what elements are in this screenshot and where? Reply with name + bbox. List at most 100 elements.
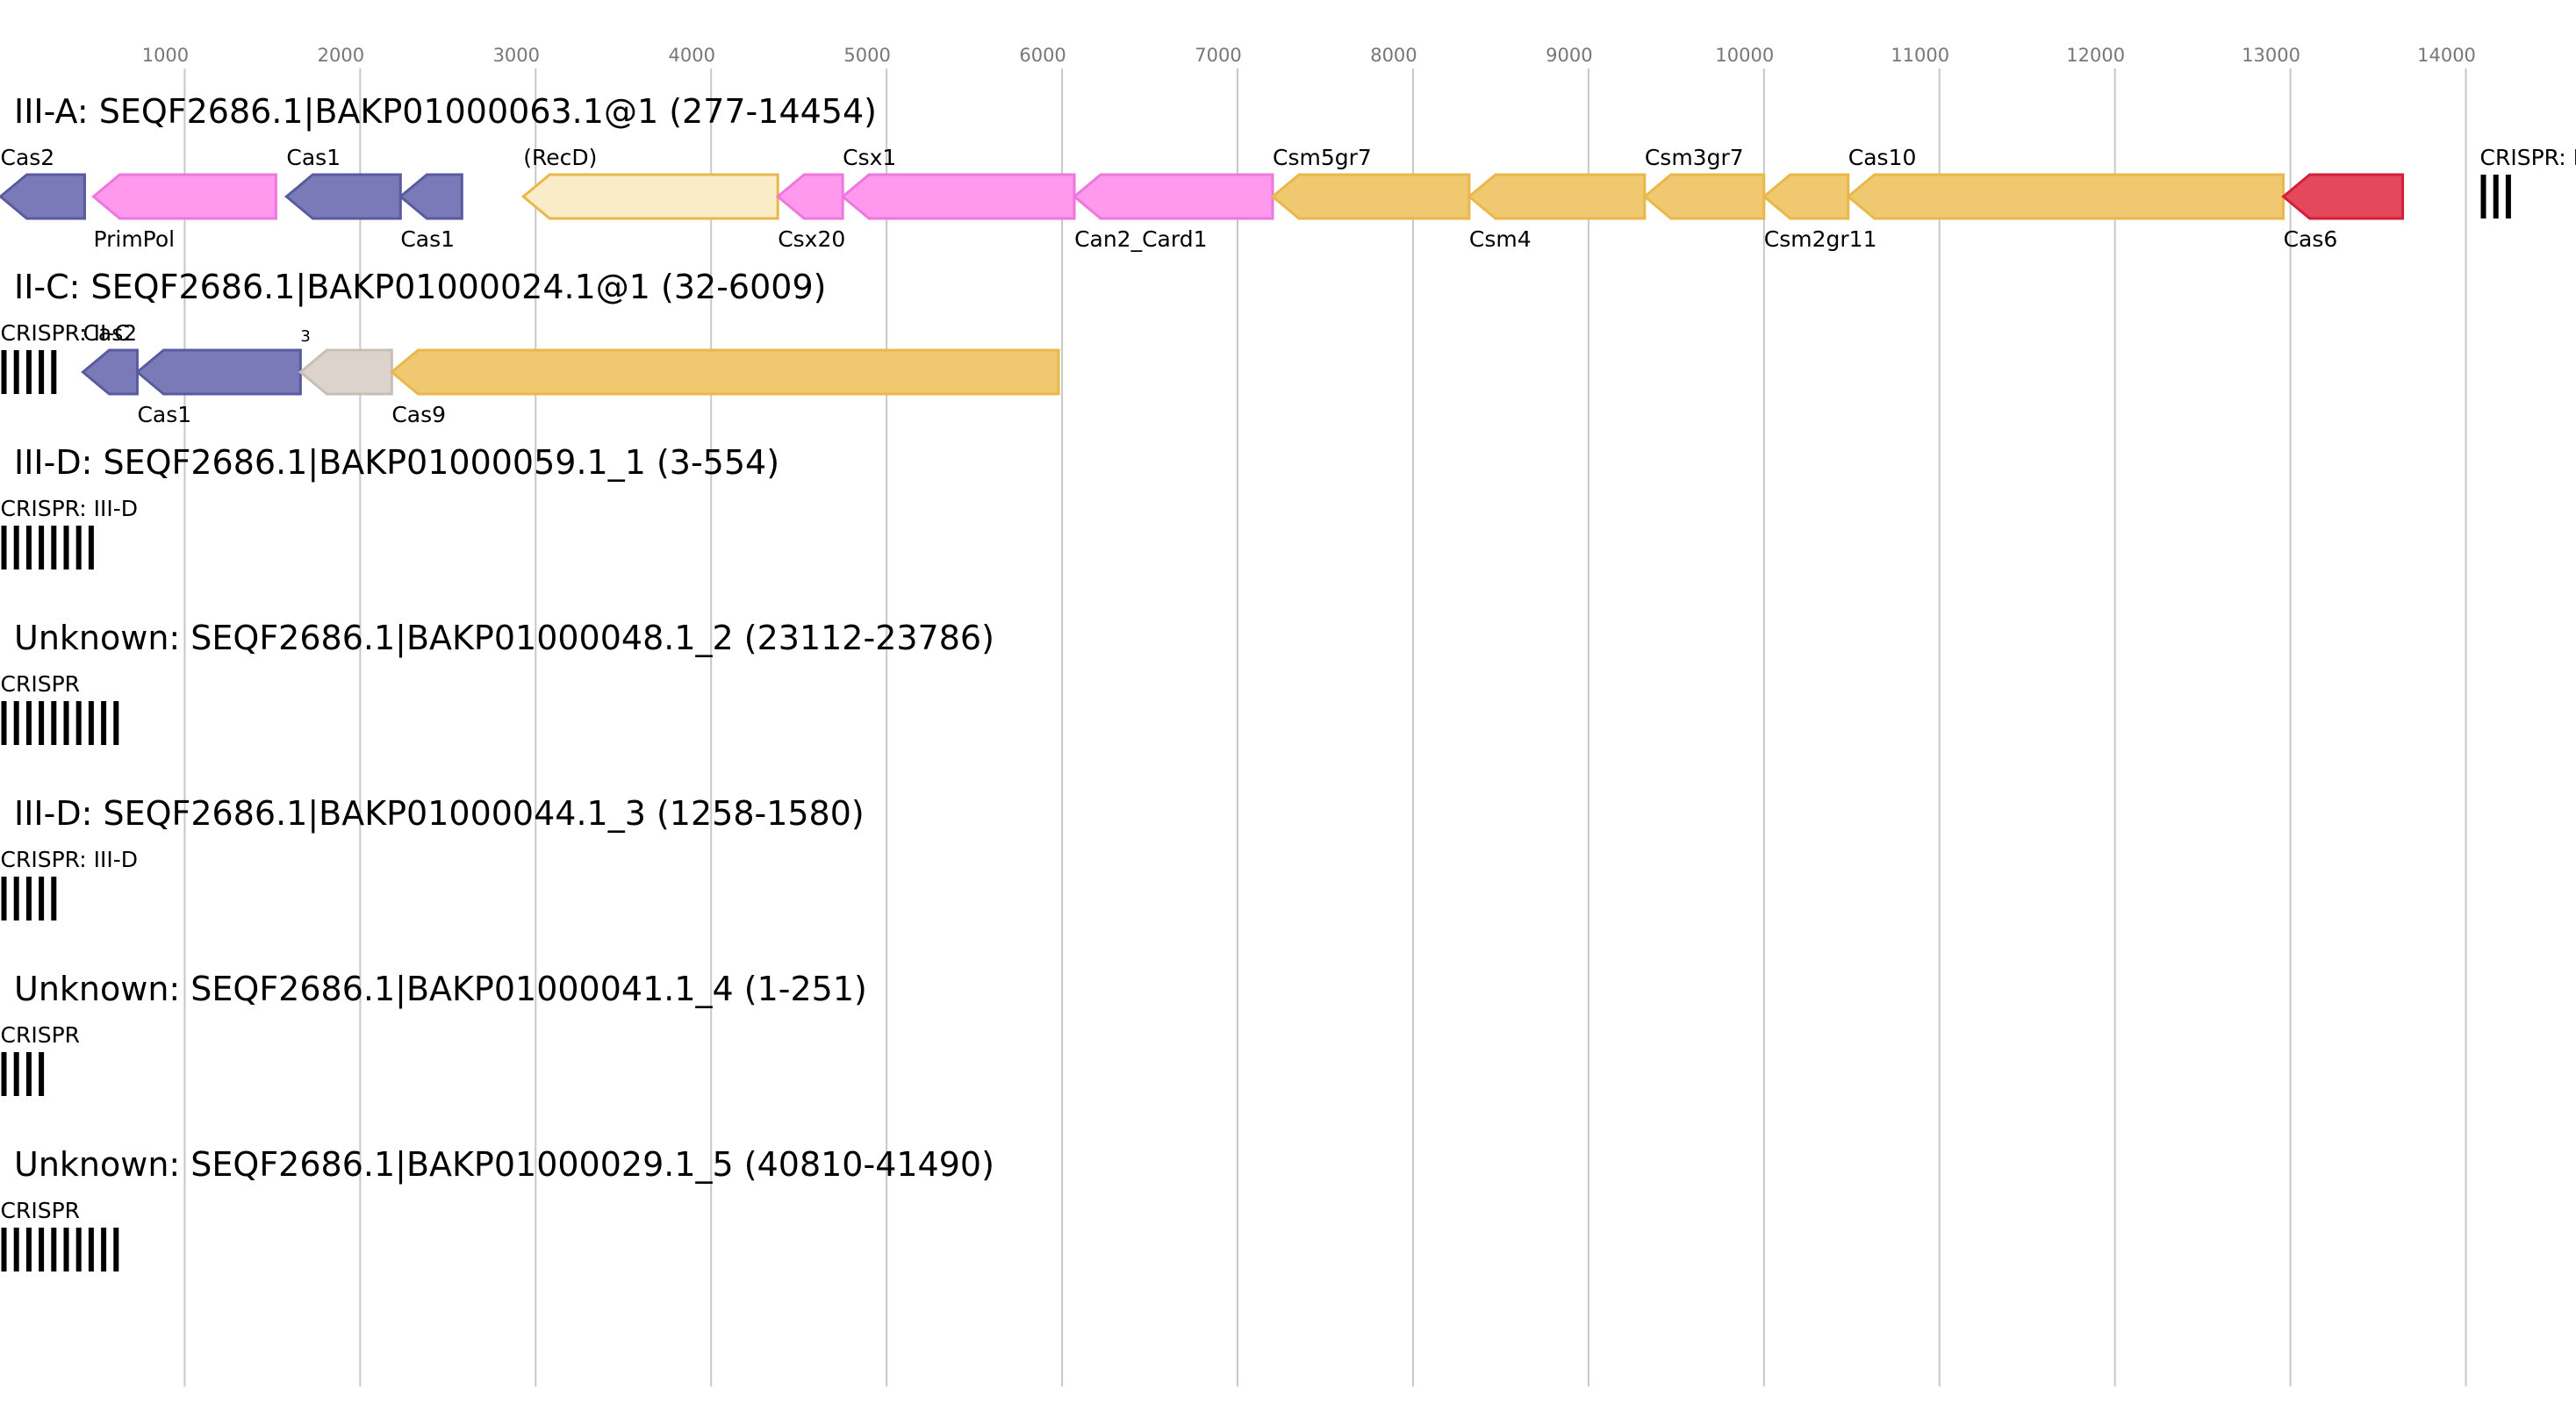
crispr-repeat — [39, 877, 45, 920]
gene-label: Cas10 — [1848, 145, 1917, 170]
crispr-label: CRISPR — [1, 1198, 81, 1223]
crispr-repeat — [13, 350, 19, 394]
crispr-repeat — [63, 701, 69, 745]
crispr-repeat — [51, 1228, 57, 1271]
crispr-label: CRISPR — [1, 1022, 81, 1048]
gene-arrow — [284, 173, 402, 220]
crispr-repeat — [2505, 175, 2511, 218]
locus-track: III-D: SEQF2686.1|BAKP01000059.1_1 (3-55… — [1, 443, 779, 569]
axis-tick-label: 7000 — [1195, 45, 1241, 66]
gene-arrow — [1846, 173, 2285, 220]
crispr-repeat — [1, 1052, 7, 1096]
gene-label: Cas1 — [286, 145, 341, 170]
crispr-repeat — [25, 701, 32, 745]
gene-arrow — [1762, 173, 1850, 220]
crispr-repeat — [25, 877, 32, 920]
gene-label: 3 — [300, 327, 310, 346]
gene-label: Cas2 — [1, 145, 55, 170]
crispr-repeat — [39, 1228, 45, 1271]
axis-tick-label: 8000 — [1370, 45, 1417, 66]
gene-label: (RecD) — [523, 145, 597, 170]
track-title: Unknown: SEQF2686.1|BAKP01000041.1_4 (1-… — [14, 970, 867, 1009]
axis-tick-label: 2000 — [318, 45, 364, 66]
crispr-repeat — [1, 701, 7, 745]
crispr-repeat — [25, 526, 32, 569]
axis-tick-label: 13000 — [2242, 45, 2300, 66]
crispr-repeat — [63, 526, 69, 569]
axis-tick-label: 14000 — [2417, 45, 2476, 66]
crispr-repeat — [101, 1228, 107, 1271]
crispr-repeat — [1, 526, 7, 569]
gene-arrow — [390, 348, 1060, 396]
crispr-repeat — [25, 350, 32, 394]
gene-label: Csx20 — [778, 226, 845, 252]
crispr-repeat — [1, 877, 7, 920]
crispr-repeat — [88, 526, 94, 569]
crispr-repeat — [39, 701, 45, 745]
axis-tick-label: 3000 — [493, 45, 540, 66]
gene-label: PrimPol — [93, 226, 175, 252]
axis-tick-label: 11000 — [1891, 45, 1949, 66]
crispr-repeat — [39, 1052, 45, 1096]
crispr-repeat — [51, 350, 57, 394]
locus-tracks: III-A: SEQF2686.1|BAKP01000063.1@1 (277-… — [0, 92, 2576, 1271]
locus-track: III-A: SEQF2686.1|BAKP01000063.1@1 (277-… — [0, 92, 2576, 252]
crispr-label: CRISPR: III-D — [1, 496, 139, 521]
locus-track: II-C: SEQF2686.1|BAKP01000024.1@1 (32-60… — [1, 268, 1060, 427]
crispr-repeat — [13, 1052, 19, 1096]
gene-arrow — [1642, 173, 1766, 220]
gene-arrow — [1072, 173, 1274, 220]
gene-arrow — [840, 173, 1076, 220]
crispr-repeat — [1, 1228, 7, 1271]
gene-arrow — [81, 348, 139, 396]
axis-tick-label: 5000 — [843, 45, 890, 66]
axis-tick-label: 1000 — [142, 45, 189, 66]
locus-track: Unknown: SEQF2686.1|BAKP01000029.1_5 (40… — [1, 1145, 994, 1271]
locus-track: Unknown: SEQF2686.1|BAKP01000048.1_2 (23… — [1, 619, 994, 745]
gene-label: Can2_Card1 — [1074, 226, 1207, 252]
crispr-repeat — [75, 1228, 82, 1271]
gene-label: Csm2gr11 — [1764, 226, 1877, 252]
crispr-label: CRISPR — [1, 671, 81, 697]
track-title: Unknown: SEQF2686.1|BAKP01000048.1_2 (23… — [14, 619, 994, 658]
crispr-repeat — [13, 1228, 19, 1271]
axis-tick-label: 12000 — [2066, 45, 2125, 66]
gene-arrow — [298, 348, 393, 396]
crispr-repeat — [39, 526, 45, 569]
gene-arrow — [1467, 173, 1647, 220]
gene-label: Cas1 — [400, 226, 455, 252]
track-title: II-C: SEQF2686.1|BAKP01000024.1@1 (32-60… — [14, 268, 826, 307]
crispr-repeat — [101, 701, 107, 745]
locus-track: III-D: SEQF2686.1|BAKP01000044.1_3 (1258… — [1, 794, 865, 920]
gene-label: Csm3gr7 — [1645, 145, 1744, 170]
coordinate-grid: 1000 2000 3000 4000 5000 6000 7000 8000 9000 1000… — [142, 45, 2476, 1386]
gene-arrow — [2281, 173, 2405, 220]
crispr-label: CRISPR: III — [2480, 145, 2576, 170]
gene-label: Cas2 — [83, 320, 137, 346]
gene-label: Csx1 — [843, 145, 896, 170]
gene-label: Cas9 — [391, 402, 446, 427]
crispr-repeat — [13, 877, 19, 920]
track-title: III-D: SEQF2686.1|BAKP01000059.1_1 (3-55… — [14, 443, 779, 483]
track-title: III-D: SEQF2686.1|BAKP01000044.1_3 (1258… — [14, 794, 865, 834]
crispr-repeat — [75, 526, 82, 569]
axis-tick-label: 4000 — [668, 45, 714, 66]
gene-arrow — [0, 173, 86, 220]
crispr-repeat — [63, 1228, 69, 1271]
crispr-repeat — [13, 701, 19, 745]
gene-label: Csm4 — [1469, 226, 1532, 252]
gene-arrow — [135, 348, 302, 396]
crispr-repeat — [25, 1052, 32, 1096]
crispr-repeat — [1, 350, 7, 394]
gene-arrow — [91, 173, 277, 220]
gene-arrow — [398, 173, 463, 220]
gene-arrow — [1270, 173, 1471, 220]
crispr-repeat — [113, 701, 119, 745]
track-title: Unknown: SEQF2686.1|BAKP01000029.1_5 (40… — [14, 1145, 994, 1185]
crispr-repeat — [2493, 175, 2499, 218]
axis-tick-label: 6000 — [1019, 45, 1066, 66]
crispr-label: CRISPR: III-D — [1, 847, 139, 872]
gene-arrow — [520, 173, 779, 220]
crispr-repeat — [25, 1228, 32, 1271]
